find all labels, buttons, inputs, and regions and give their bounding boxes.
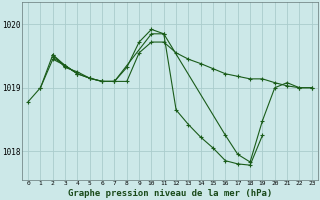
X-axis label: Graphe pression niveau de la mer (hPa): Graphe pression niveau de la mer (hPa) xyxy=(68,189,272,198)
